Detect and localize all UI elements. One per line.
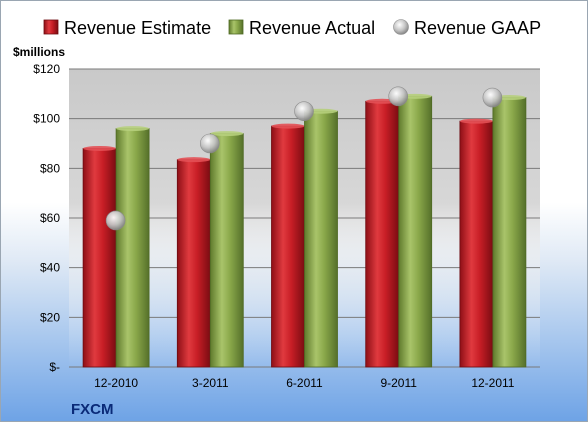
- revenue-gaap-point: [105, 210, 126, 231]
- y-tick-label: $-: [49, 360, 60, 374]
- y-unit-label: $millions: [13, 45, 65, 59]
- legend-label: Revenue Estimate: [64, 18, 211, 38]
- revenue-estimate-bar-cap: [271, 123, 305, 129]
- bars: [82, 93, 527, 368]
- gaap-points: [105, 86, 503, 231]
- y-tick-label: $100: [33, 112, 60, 126]
- x-tick-label: 6-2011: [286, 376, 323, 390]
- revenue-actual-bar-cap: [210, 131, 244, 137]
- y-tick-label: $60: [40, 211, 60, 225]
- x-tick-label: 9-2011: [380, 376, 417, 390]
- revenue-estimate-bar: [82, 148, 117, 368]
- x-axis-ticks: 12-2010 3-2011 6-2011 9-2011 12-2011: [94, 376, 515, 390]
- legend-label: Revenue GAAP: [414, 18, 541, 38]
- y-tick-label: $40: [40, 261, 60, 275]
- revenue-actual-bar: [398, 95, 433, 368]
- revenue-estimate-bar-cap: [177, 157, 211, 163]
- revenue-actual-bar: [304, 110, 338, 368]
- revenue-actual-bar: [209, 133, 244, 368]
- revenue-actual-bar: [115, 128, 150, 368]
- y-tick-label: $80: [40, 161, 60, 175]
- legend-swatch-gaap: [393, 19, 409, 35]
- x-tick-label: 12-2010: [94, 376, 138, 390]
- legend-swatch-estimate: [43, 19, 59, 35]
- revenue-actual-bar-cap: [116, 126, 150, 132]
- y-axis-ticks: $- $20 $40 $60 $80 $100 $120: [33, 62, 60, 374]
- x-tick-label: 12-2011: [471, 376, 514, 390]
- revenue-gaap-point: [200, 133, 220, 154]
- legend-label: Revenue Actual: [249, 18, 375, 38]
- ticker-label: FXCM: [71, 401, 114, 418]
- revenue-estimate-bar: [176, 159, 211, 368]
- y-tick-label: $20: [40, 310, 60, 324]
- revenue-gaap-point: [388, 86, 409, 107]
- y-tick-label: $120: [33, 62, 60, 76]
- legend: Revenue Estimate Revenue Actual Revenue GA…: [43, 18, 541, 38]
- revenue-gaap-point: [482, 87, 503, 108]
- revenue-gaap-point: [294, 101, 314, 122]
- revenue-estimate-bar-cap: [83, 145, 117, 151]
- revenue-actual-bar: [492, 97, 527, 368]
- revenue-estimate-bar: [271, 125, 305, 368]
- revenue-estimate-bar: [365, 100, 400, 368]
- revenue-estimate-bar: [459, 120, 494, 368]
- x-tick-label: 3-2011: [192, 376, 229, 390]
- revenue-estimate-bar-cap: [459, 118, 493, 124]
- legend-swatch-actual: [228, 19, 244, 35]
